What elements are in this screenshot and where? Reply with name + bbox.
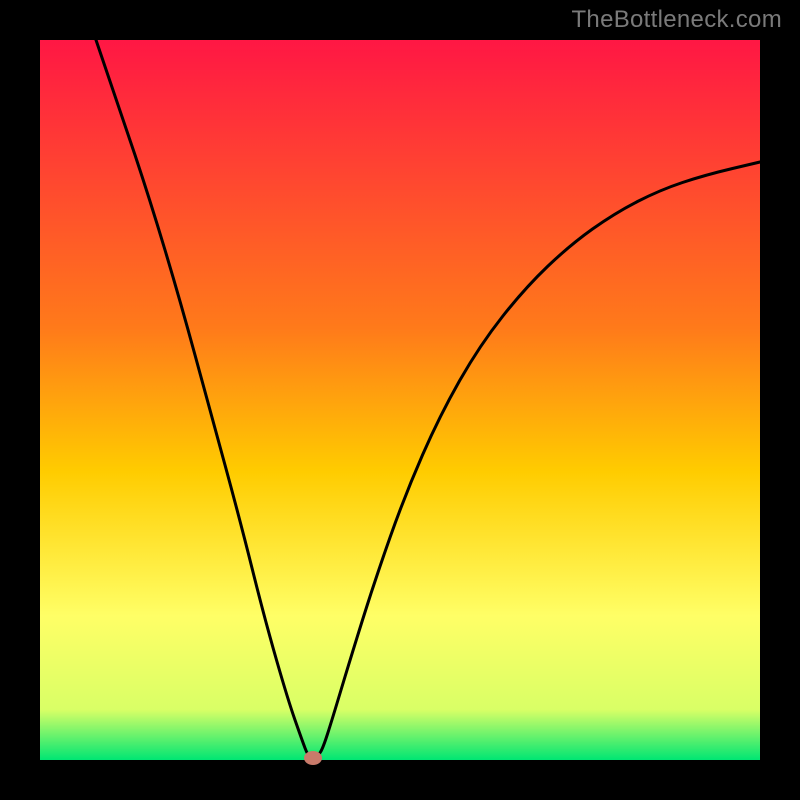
chart-container: TheBottleneck.com [0, 0, 800, 800]
bottleneck-curve [40, 40, 760, 760]
watermark-text: TheBottleneck.com [571, 6, 782, 34]
plot-area [40, 40, 760, 760]
optimum-marker [304, 751, 322, 765]
